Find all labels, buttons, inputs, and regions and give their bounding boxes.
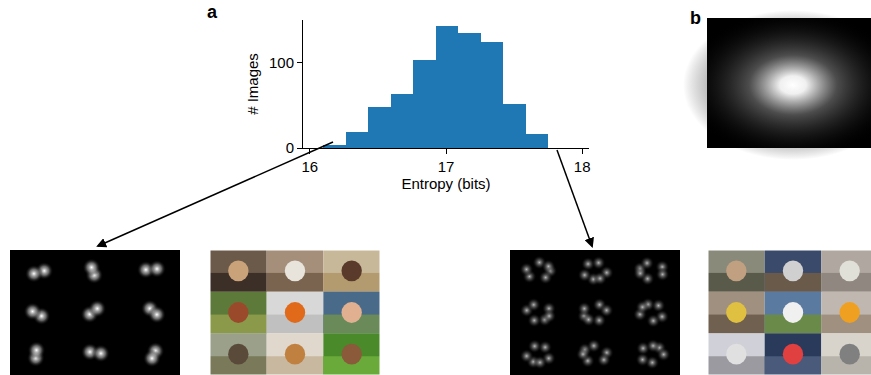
- svg-text:17: 17: [438, 158, 455, 175]
- svg-text:a: a: [207, 2, 218, 22]
- svg-text:18: 18: [574, 158, 591, 175]
- svg-text:Entropy (bits): Entropy (bits): [401, 175, 490, 192]
- svg-text:# Images: # Images: [244, 53, 261, 115]
- svg-text:100: 100: [269, 54, 294, 71]
- svg-text:b: b: [690, 8, 701, 28]
- svg-text:0: 0: [286, 139, 294, 156]
- svg-text:16: 16: [301, 158, 318, 175]
